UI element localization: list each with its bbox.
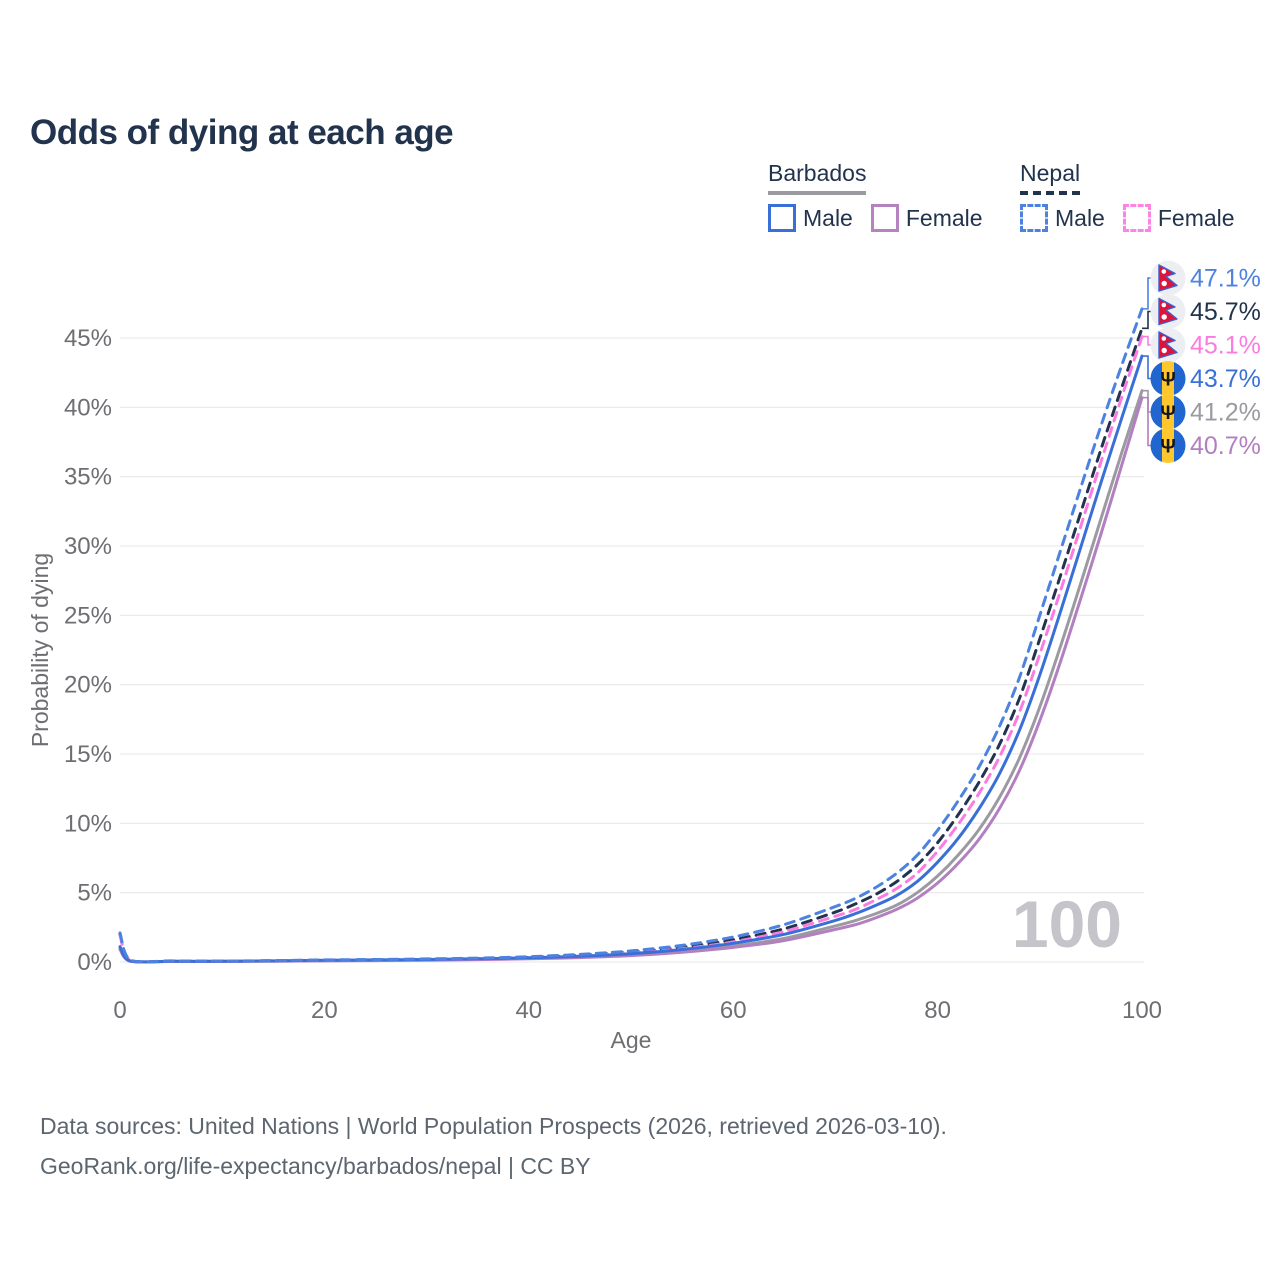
nepal-flag-sun [1161,280,1167,287]
flag-icon-nepal [1150,260,1186,296]
flag-icon-nepal [1150,327,1186,363]
page-title: Odds of dying at each age [30,113,454,153]
barbados-stripe-blue-right [1174,361,1186,396]
series-line-barbados-female[interactable] [118,396,1144,964]
barbados-stripe-yellow [1162,361,1174,396]
nepal-flag-sun [1161,347,1167,354]
flag-icon-barbados: Ψ [1150,428,1186,463]
barbados-stripe-yellow [1162,428,1174,463]
end-label-nepal-both-sexes: 45.7% [1190,298,1261,326]
legend-country-nepal: Nepal [1020,160,1081,195]
x-tick-label: 80 [924,997,951,1024]
barbados-trident-icon: Ψ [1160,437,1175,458]
y-tick-label: 35% [64,464,112,491]
barbados-male-swatch-icon [768,204,796,232]
data-sources-text: Data sources: United Nations | World Pop… [40,1113,947,1139]
chart-area: 0% 5% 10% 15% 20% 25% 30% 35% 40% 45% 0 20 40 60 80 100… [0,250,1280,1065]
nepal-flag-moon [1161,336,1167,341]
legend-group-nepal: Nepal Male Female [1020,160,1235,232]
y-tick-label: 30% [64,533,112,560]
nepal-female-swatch-icon [1122,204,1151,232]
nepal-flag-moon [1161,302,1167,308]
end-label-barbados-both-sexes: 41.2% [1190,399,1261,427]
x-tick-label: 20 [311,997,338,1024]
barbados-trident-icon: Ψ [1160,403,1175,424]
age-watermark: 100 [1012,887,1122,961]
series-line-nepal-male[interactable] [118,307,1144,964]
barbados-flag-stripes: Ψ [1150,394,1186,430]
barbados-stripe-blue-left [1150,394,1162,430]
legend-item-label: Male [1055,204,1105,231]
barbados-flag-stripes: Ψ [1150,428,1186,463]
barbados-stripe-blue-left [1150,428,1162,463]
barbados-stripe-blue-right [1174,428,1186,463]
flag-icon-barbados: Ψ [1150,361,1186,396]
y-tick-label: 0% [77,949,112,976]
nepal-flag-moon [1161,269,1167,274]
y-tick-label: 45% [64,325,112,352]
x-axis-title: Age [611,1027,652,1053]
legend-group-barbados: Barbados Male Female [768,160,983,232]
x-tick-label: 0 [113,997,126,1024]
legend-item-nepal-male[interactable]: Male [1020,204,1105,232]
legend-item-label: Female [1157,204,1235,231]
end-label-nepal-male: 47.1% [1190,265,1261,293]
series-line-nepal-female[interactable] [118,335,1144,964]
barbados-trident-icon: Ψ [1160,370,1175,391]
end-label-barbados-female: 40.7% [1190,432,1261,460]
chart-canvas: 0% 5% 10% 15% 20% 25% 30% 35% 40% 45% 0 20 40 60 80 100… [27,260,1261,1053]
y-tick-label: 20% [64,672,112,699]
series-line-nepal-both-sexes[interactable] [118,326,1144,964]
chart-footer: Data sources: United Nations | World Pop… [40,1106,947,1186]
legend-item-barbados-female[interactable]: Female [870,204,983,232]
x-tick-label: 60 [720,997,747,1024]
y-tick-label: 40% [64,394,112,421]
y-tick-label: 5% [77,880,112,907]
legend-country-barbados: Barbados [768,160,867,195]
barbados-stripe-blue-right [1174,394,1186,430]
barbados-female-swatch-icon [870,204,899,232]
legend-item-label: Male [803,204,853,231]
x-tick-label: 40 [515,997,542,1024]
barbados-stripe-blue-left [1150,361,1162,396]
barbados-flag-stripes: Ψ [1150,361,1186,396]
series-line-barbados-male[interactable] [118,354,1144,964]
barbados-stripe-yellow [1162,394,1174,430]
y-tick-label: 25% [64,602,112,629]
y-tick-label: 15% [64,741,112,768]
legend-item-nepal-female[interactable]: Female [1122,204,1235,232]
y-axis-title: Probability of dying [27,553,53,747]
end-label-nepal-female: 45.1% [1190,332,1261,360]
attribution-text: GeoRank.org/life-expectancy/barbados/nep… [40,1153,591,1179]
nepal-flag-sun [1161,314,1167,320]
legend-item-label: Female [905,204,983,231]
x-tick-label: 100 [1122,997,1162,1024]
nepal-male-swatch-icon [1020,204,1048,232]
end-label-barbados-male: 43.7% [1190,365,1261,393]
legend-item-barbados-male[interactable]: Male [768,204,853,232]
flag-icon-nepal [1150,294,1186,329]
y-tick-label: 10% [64,810,112,837]
flag-icon-barbados: Ψ [1150,394,1186,430]
